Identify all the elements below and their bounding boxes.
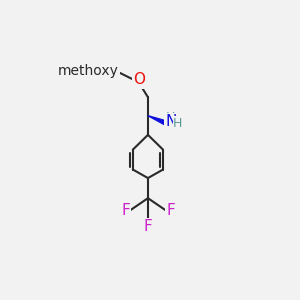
Text: methoxy: methoxy (58, 64, 119, 78)
Text: F: F (166, 203, 175, 218)
Text: N: N (165, 113, 176, 128)
Text: F: F (144, 219, 152, 234)
Text: O: O (133, 72, 145, 87)
Text: F: F (121, 203, 130, 218)
Text: H: H (173, 117, 182, 130)
Text: H: H (166, 111, 175, 124)
Polygon shape (148, 116, 170, 127)
